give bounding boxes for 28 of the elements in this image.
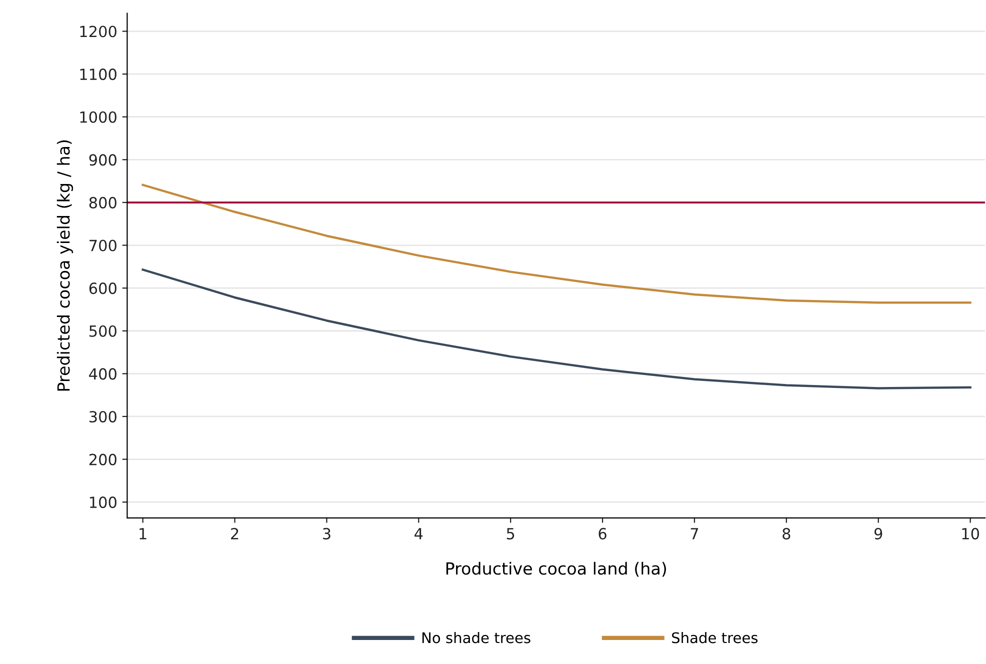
x-tick-label: 10 — [962, 528, 980, 540]
y-tick-label: 1100 — [80, 68, 116, 80]
legend-label: Shade trees — [672, 632, 758, 644]
y-tick-label: 600 — [89, 282, 116, 294]
line-series — [142, 268, 972, 390]
y-tick-label: 200 — [89, 454, 116, 466]
x-tick-label: 8 — [782, 528, 790, 540]
x-tick-label: 2 — [231, 528, 238, 540]
y-tick-label: 500 — [89, 325, 116, 337]
y-tick-label: 1000 — [80, 111, 116, 123]
y-tick-label: 300 — [89, 410, 116, 422]
y-tick-label: 900 — [89, 154, 116, 166]
y-tick-label: 700 — [90, 240, 116, 252]
y-tick-label: 400 — [89, 368, 116, 380]
x-tick-label: 6 — [598, 528, 606, 540]
x-tick-label: 9 — [874, 528, 882, 540]
x-tick-label: 7 — [690, 528, 698, 540]
x-tick-label: 5 — [506, 528, 514, 540]
x-axis-title: Productive cocoa land (ha) — [446, 562, 666, 577]
legend-label: No shade trees — [422, 632, 530, 644]
y-tick-label: 100 — [90, 496, 116, 508]
x-tick-label: 1 — [140, 528, 146, 540]
x-tick-label: 4 — [414, 528, 423, 540]
x-tick-label: 3 — [323, 528, 330, 540]
y-tick-label: 1200 — [80, 26, 116, 38]
y-axis-title: Predicted cocoa yield (kg / ha) — [56, 140, 74, 391]
y-tick-label: 800 — [89, 196, 116, 208]
line-series — [142, 184, 972, 304]
